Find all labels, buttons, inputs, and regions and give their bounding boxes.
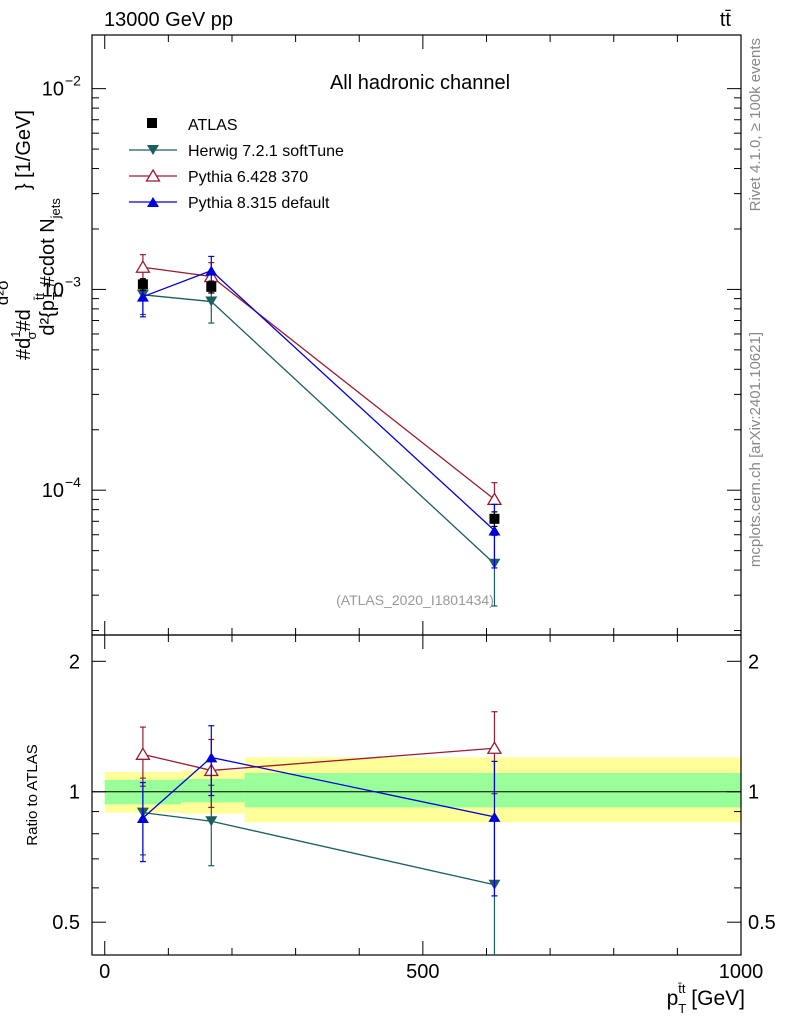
ratio-y-tick-label-left-0.5: 0.5 (52, 912, 80, 934)
main-y-tick-exp-1: −3 (65, 273, 81, 289)
ratio-y-tick-label-left-1: 1 (69, 782, 80, 804)
main-y-tick-label-1: 10 (42, 279, 64, 301)
legend-pythia6-marker (145, 168, 161, 182)
x-tick-label-0: 0 (99, 961, 110, 983)
ratio-y-tick-label-right-1: 1 (748, 782, 759, 804)
main-point-pythia-8-315-default-1 (205, 265, 218, 276)
legend: ATLAS Herwig 7.2.1 softTune Pythia 6.428… (129, 117, 344, 212)
ratio-band-inner-2 (244, 772, 742, 808)
legend-herwig-label: Herwig 7.2.1 softTune (188, 143, 344, 160)
ratio-point-pythia-8-315-default-2 (488, 811, 501, 822)
ratio-line-herwig-7-2-1-softtune (142, 811, 495, 886)
main-y-tick-exp-0: −2 (65, 73, 81, 89)
legend-atlas-label: ATLAS (188, 117, 238, 134)
process-label: tt̄ (720, 9, 732, 31)
rivet-label: Rivet 4.1.0, ≥ 100k events (747, 38, 764, 211)
main-point-atlas-1 (206, 281, 217, 292)
ratio-point-pythia-6-428-370-0 (135, 747, 151, 760)
ratio-y-tick-label-right-2: 2 (748, 651, 759, 673)
main-line-pythia-6-428-370 (142, 266, 495, 500)
analysis-watermark: (ATLAS_2020_I1801434) (336, 592, 494, 608)
ratio-point-pythia-6-428-370-2 (486, 740, 503, 754)
main-point-herwig-7-2-1-softtune-1 (205, 296, 218, 307)
ratio-band-inner-1 (181, 779, 245, 803)
source-label: mcplots.cern.ch [arXiv:2401.10621] (747, 332, 764, 567)
main-y-tick-exp-2: −4 (65, 474, 81, 490)
main-y-axis-label: #d1σ#dd²σd²{pTt̄t #cdot Njets} [1/GeV] (0, 110, 65, 360)
ratio-plot-frame (91, 634, 742, 956)
ratio-point-pythia-8-315-default-1 (205, 752, 218, 763)
legend-pythia8-label: Pythia 8.315 default (188, 195, 330, 212)
x-tick-label-500: 500 (406, 961, 439, 983)
main-point-pythia-8-315-default-0 (136, 291, 149, 302)
main-point-pythia-8-315-default-2 (488, 525, 501, 536)
svg-text:#d1σ#dd²σd²{pTt̄t #cdot Njets}: #d1σ#dd²σd²{pTt̄t #cdot Njets} [1/GeV] (0, 110, 65, 360)
plot-title: All hadronic channel (330, 72, 510, 94)
ratio-point-herwig-7-2-1-softtune-1 (205, 816, 218, 827)
main-y-tick-label-2: 10 (42, 480, 64, 502)
ratio-point-pythia-8-315-default-0 (136, 812, 149, 823)
x-axis-label: pTt̄t [GeV] (667, 981, 745, 1016)
ratio-y-tick-label-right-0.5: 0.5 (748, 912, 776, 934)
x-tick-label-1000: 1000 (719, 961, 764, 983)
main-line-herwig-7-2-1-softtune (142, 294, 495, 565)
energy-label: 13000 GeV pp (104, 9, 233, 31)
main-point-pythia-6-428-370-0 (135, 259, 151, 273)
legend-herwig-marker (147, 145, 159, 155)
legend-pythia6-label: Pythia 6.428 370 (188, 169, 308, 186)
ratio-y-axis-label: Ratio to ATLAS (24, 744, 41, 845)
main-point-atlas-2 (489, 513, 500, 524)
main-point-atlas-0 (137, 279, 148, 290)
legend-pythia8-marker (147, 197, 159, 207)
main-y-tick-label-0: 10 (42, 79, 64, 101)
legend-atlas-marker (147, 118, 157, 128)
ratio-y-tick-label-left-2: 2 (69, 651, 80, 673)
